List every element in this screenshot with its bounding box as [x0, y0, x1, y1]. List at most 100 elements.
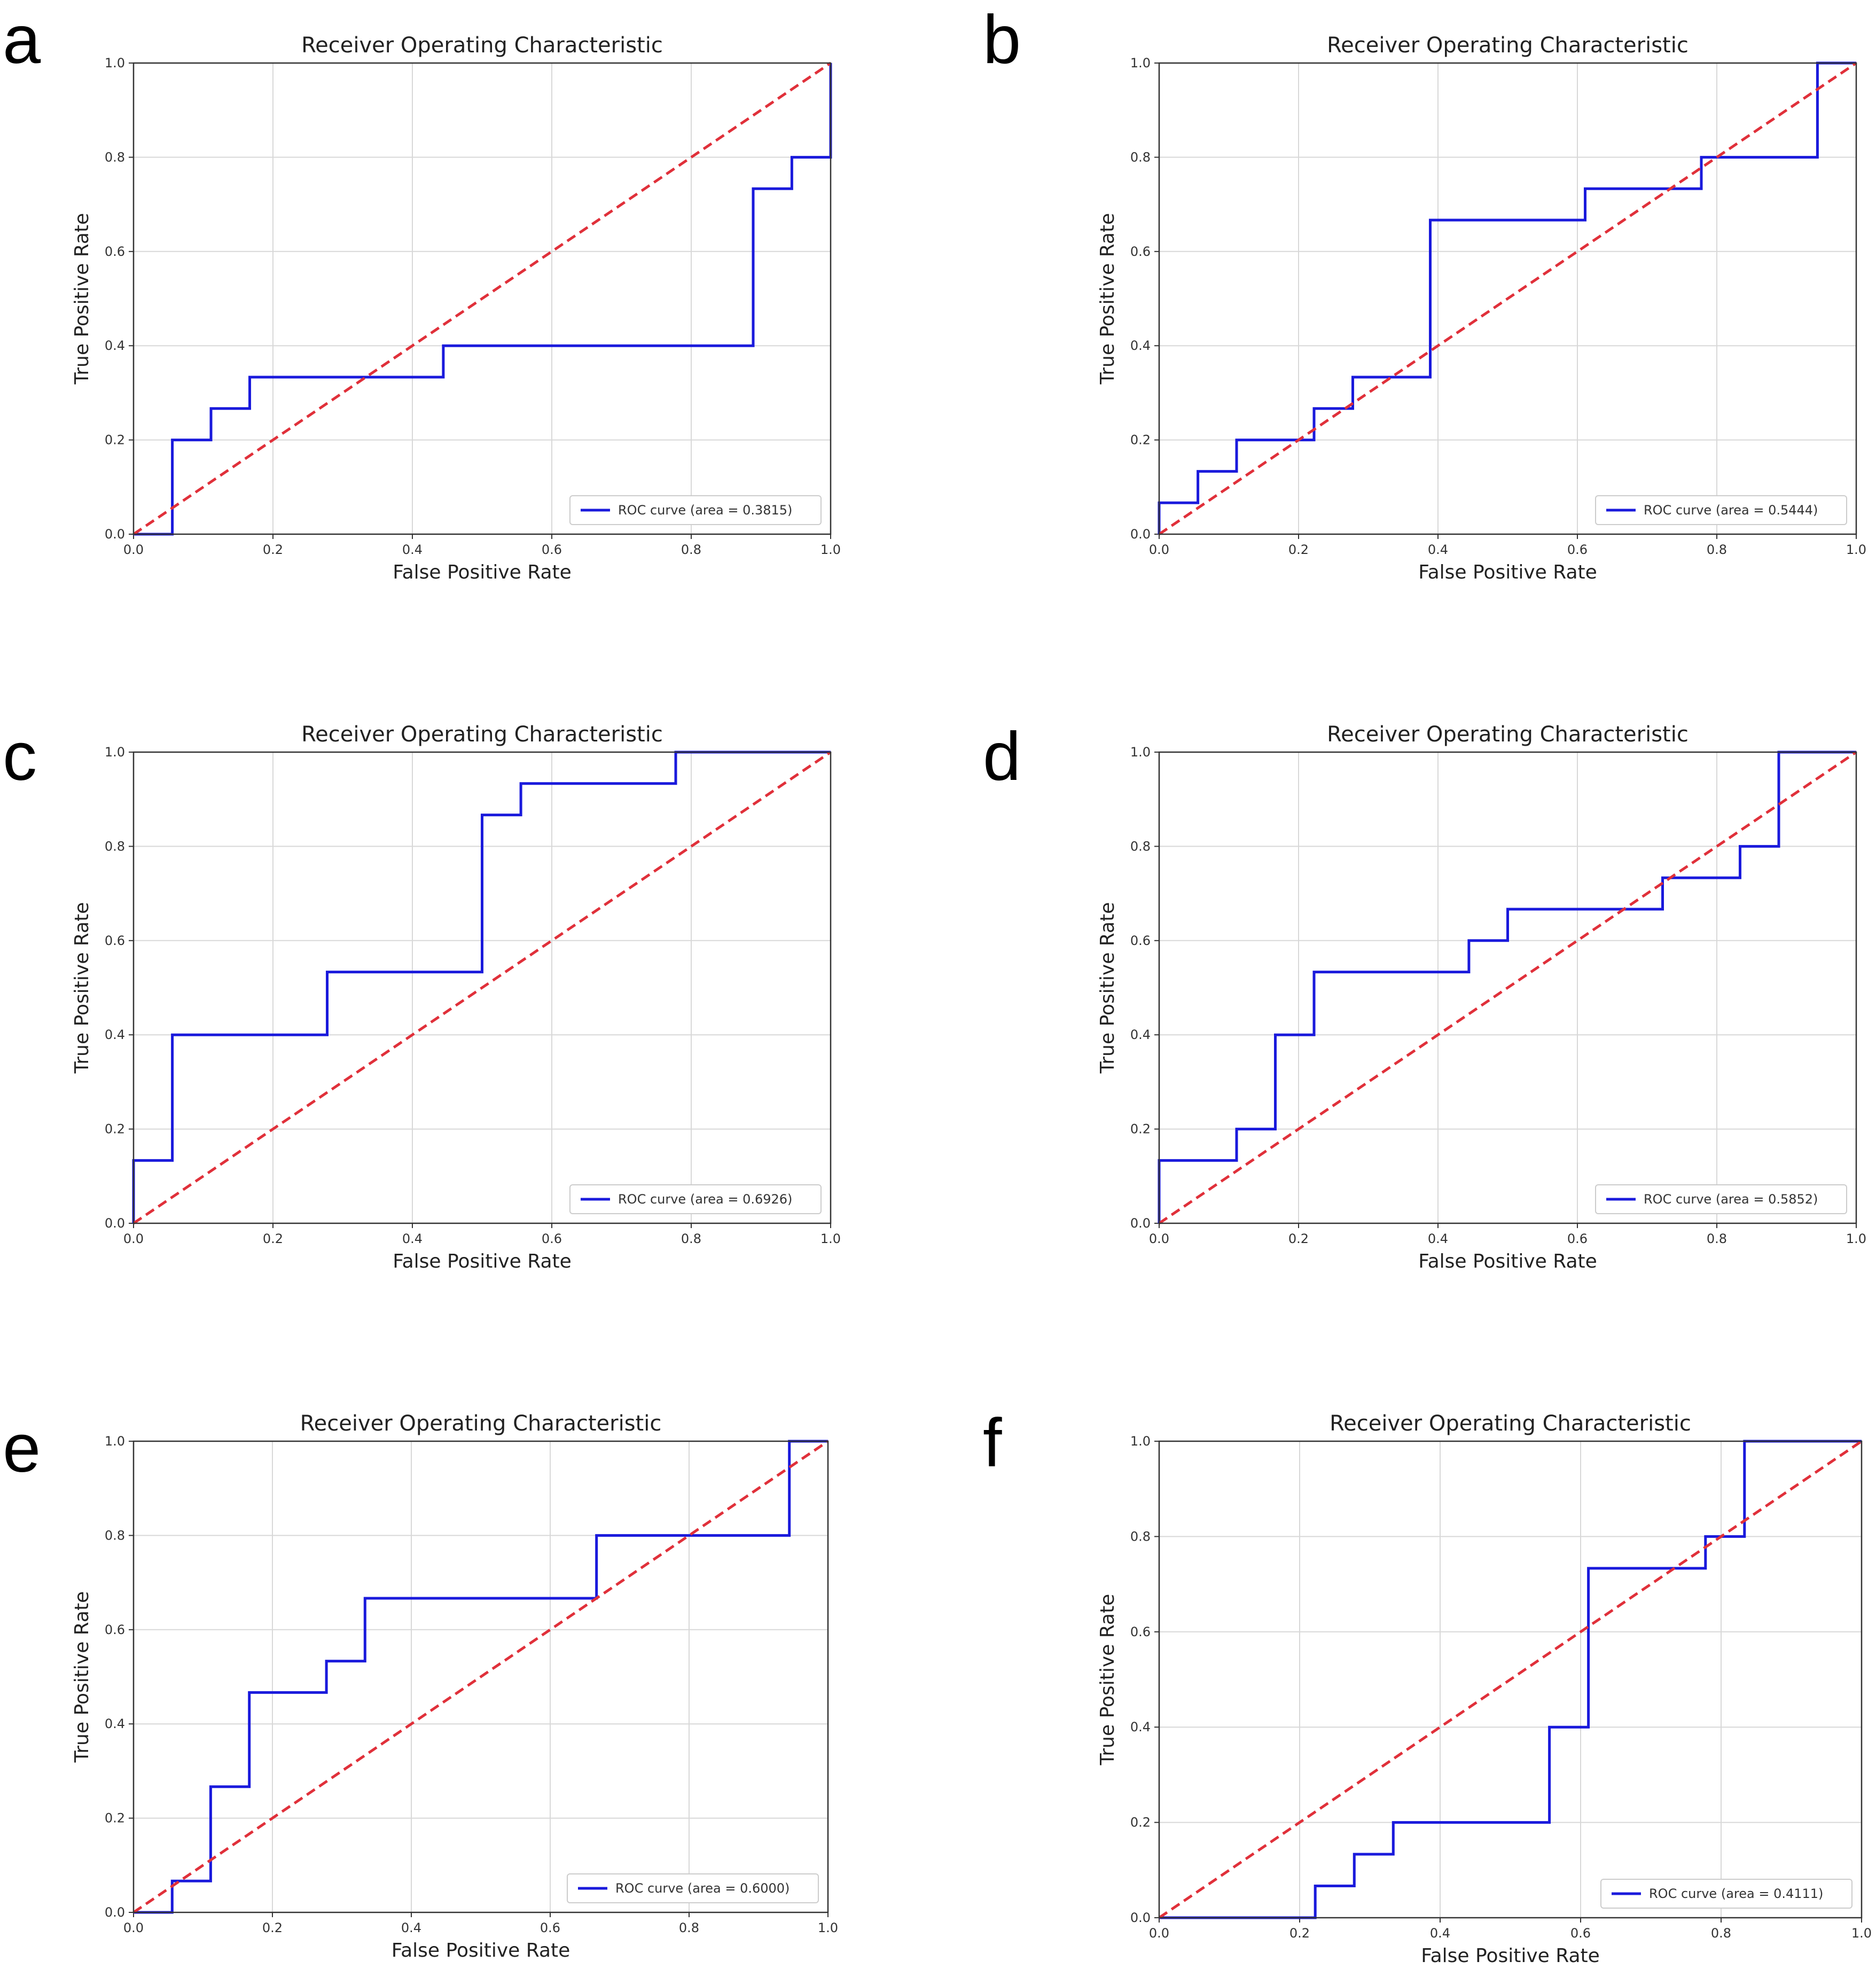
y-axis-label: True Positive Rate — [1097, 213, 1119, 385]
panel-letter: c — [3, 718, 37, 795]
x-tick-label: 0.2 — [262, 1920, 283, 1935]
y-tick-label: 0.6 — [1130, 933, 1151, 948]
x-tick-label: 0.8 — [681, 542, 701, 557]
y-tick-label: 0.6 — [105, 1622, 125, 1637]
x-axis-label: False Positive Rate — [1421, 1945, 1600, 1967]
plot-frame — [132, 751, 832, 1224]
y-tick-label: 1.0 — [1130, 745, 1151, 760]
x-tick-label: 0.8 — [1711, 1926, 1731, 1941]
panel-letter: f — [983, 1405, 1002, 1481]
y-tick-label: 0.4 — [1130, 338, 1151, 353]
chart-title: Receiver Operating Characteristic — [1327, 722, 1689, 747]
y-tick-label: 0.4 — [105, 1716, 125, 1731]
panel-letter: b — [983, 2, 1021, 78]
plot-frame — [1158, 62, 1857, 535]
x-tick-label: 1.0 — [1846, 542, 1866, 557]
y-tick-label: 0.2 — [1130, 1122, 1151, 1137]
x-tick-label: 0.0 — [123, 1231, 144, 1246]
y-tick-label: 1.0 — [105, 745, 125, 760]
y-tick-label: 0.6 — [105, 244, 125, 259]
x-tick-label: 0.0 — [1149, 1231, 1169, 1246]
y-tick-label: 0.2 — [105, 433, 125, 448]
y-tick-label: 0.2 — [105, 1811, 125, 1826]
x-tick-label: 0.4 — [1430, 1926, 1450, 1941]
y-axis-label: True Positive Rate — [71, 902, 93, 1074]
y-tick-label: 0.0 — [1130, 527, 1151, 542]
roc-curve-line — [1159, 1440, 1862, 1919]
y-axis-label: True Positive Rate — [1097, 902, 1119, 1074]
roc-panel-f: f 0.0 0.2 0.4 0.6 0.8 1.0 0.0 0.2 0.4 0.6 0.8 1.0 Rec… — [983, 1405, 1872, 1967]
legend: ROC curve (area = 0.4111) — [1600, 1879, 1852, 1909]
x-tick-label: 0.6 — [1567, 542, 1588, 557]
y-tick-label: 0.6 — [1130, 1624, 1151, 1639]
y-tick-label: 0.0 — [105, 1905, 125, 1920]
legend: ROC curve (area = 0.5852) — [1595, 1184, 1847, 1214]
legend-label: ROC curve (area = 0.4111) — [1649, 1886, 1823, 1901]
x-tick-label: 0.6 — [1570, 1926, 1591, 1941]
chance-diagonal-line — [1158, 1440, 1863, 1919]
x-tick-label: 0.2 — [1289, 1926, 1310, 1941]
roc-panel-a: a 0.0 0.2 0.4 0.6 0.8 1.0 0.0 0.2 0.4 0.6 0.8 1.0 Rec… — [3, 2, 841, 583]
legend: ROC curve (area = 0.3815) — [569, 495, 822, 525]
chance-diagonal-line — [132, 751, 832, 1225]
legend-box — [569, 1184, 822, 1214]
x-tick-label: 0.0 — [1149, 1926, 1169, 1941]
plot-frame — [132, 1440, 829, 1913]
x-tick-label: 0.8 — [681, 1231, 701, 1246]
x-tick-label: 0.6 — [542, 1231, 562, 1246]
roc-curve-line — [132, 751, 831, 1223]
y-tick-label: 0.8 — [105, 839, 125, 854]
legend-label: ROC curve (area = 0.3815) — [618, 503, 792, 518]
x-tick-label: 0.0 — [123, 1920, 144, 1935]
y-tick-label: 0.8 — [1130, 839, 1151, 854]
x-tick-label: 0.6 — [540, 1920, 560, 1935]
y-tick-label: 0.4 — [105, 338, 125, 353]
y-tick-label: 0.2 — [105, 1122, 125, 1137]
y-tick-label: 0.4 — [1130, 1027, 1151, 1042]
legend: ROC curve (area = 0.5444) — [1595, 495, 1847, 525]
y-tick-label: 1.0 — [105, 56, 125, 71]
legend-label: ROC curve (area = 0.6926) — [618, 1192, 792, 1207]
roc-curve-line — [1158, 751, 1856, 1223]
x-tick-label: 0.8 — [679, 1920, 699, 1935]
x-tick-label: 0.2 — [263, 1231, 283, 1246]
legend-label: ROC curve (area = 0.6000) — [615, 1881, 790, 1896]
y-axis-label: True Positive Rate — [71, 213, 93, 385]
y-tick-label: 0.4 — [105, 1027, 125, 1042]
chart-title: Receiver Operating Characteristic — [1330, 1411, 1691, 1436]
x-tick-label: 1.0 — [818, 1920, 838, 1935]
y-tick-label: 0.0 — [105, 527, 125, 542]
y-tick-label: 0.2 — [1130, 1815, 1151, 1830]
x-tick-label: 0.0 — [123, 542, 144, 557]
legend-label: ROC curve (area = 0.5444) — [1644, 503, 1818, 518]
plot-frame — [132, 62, 832, 535]
roc-curve-line — [134, 63, 832, 536]
x-axis-label: False Positive Rate — [1418, 1251, 1597, 1272]
legend-box — [569, 495, 822, 525]
legend-box — [1595, 1184, 1847, 1214]
x-axis-label: False Positive Rate — [1418, 561, 1597, 583]
x-tick-label: 0.4 — [401, 1920, 421, 1935]
x-axis-label: False Positive Rate — [393, 561, 572, 583]
x-axis-label: False Positive Rate — [392, 1940, 570, 1962]
legend: ROC curve (area = 0.6926) — [569, 1184, 822, 1214]
x-tick-label: 1.0 — [1851, 1926, 1872, 1941]
plot-frame — [1158, 751, 1857, 1224]
x-axis-label: False Positive Rate — [393, 1251, 572, 1272]
chart-title: Receiver Operating Characteristic — [300, 1411, 662, 1436]
x-tick-label: 0.4 — [1428, 1231, 1448, 1246]
roc-panel-e: e 0.0 0.2 0.4 0.6 0.8 1.0 0.0 0.2 0.4 0.6 0.8 1.0 Rec… — [3, 1410, 838, 1962]
x-tick-label: 0.0 — [1149, 542, 1169, 557]
y-tick-label: 0.8 — [1130, 1529, 1151, 1544]
panel-letter: d — [983, 718, 1021, 795]
roc-curve-line — [134, 1440, 828, 1914]
roc-curve-line — [1158, 61, 1856, 534]
chance-diagonal-line — [1158, 61, 1857, 536]
x-tick-label: 0.6 — [542, 542, 562, 557]
y-tick-label: 0.6 — [105, 933, 125, 948]
panel-letter: e — [3, 1410, 41, 1487]
chart-title: Receiver Operating Characteristic — [301, 722, 663, 747]
x-tick-label: 0.2 — [1288, 542, 1309, 557]
x-tick-label: 0.2 — [263, 542, 283, 557]
